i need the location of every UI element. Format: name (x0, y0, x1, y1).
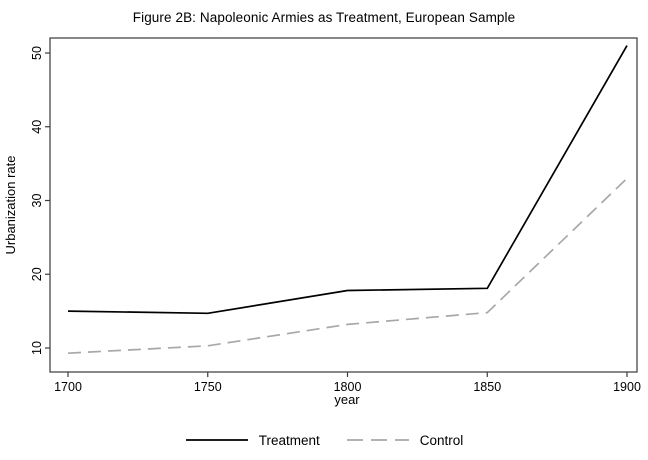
x-axis-label: year (334, 392, 360, 407)
x-tick-label: 1900 (613, 380, 641, 394)
treatment-line-sample-icon (185, 439, 248, 441)
plot-frame (49, 37, 638, 373)
y-tick-label: 10 (30, 341, 44, 355)
x-tick-label: 1700 (54, 380, 82, 394)
y-tick-label: 20 (30, 267, 44, 281)
control-line-sample-icon (346, 439, 409, 441)
x-tick-label: 1750 (194, 380, 222, 394)
legend-item-treatment: Treatment (185, 433, 320, 448)
x-tick-label: 1850 (473, 380, 501, 394)
series-line-treatment (67, 45, 628, 315)
legend: Treatment Control (0, 426, 648, 454)
legend-label-control: Control (419, 432, 464, 448)
legend-item-control: Control (346, 432, 464, 448)
x-tick-label: 1800 (334, 380, 362, 394)
y-tick-label: 30 (30, 194, 44, 208)
y-tick-label: 40 (30, 120, 44, 134)
y-tick-label: 50 (30, 46, 44, 60)
chart-title: Figure 2B: Napoleonic Armies as Treatmen… (132, 10, 516, 25)
plot-area: 1700 1750 1800 1850 1900 10 20 30 40 50 (30, 37, 641, 394)
y-axis-label: Urbanization rate (3, 156, 18, 255)
series-line-control (67, 177, 628, 355)
legend-label-treatment: Treatment (258, 432, 320, 448)
